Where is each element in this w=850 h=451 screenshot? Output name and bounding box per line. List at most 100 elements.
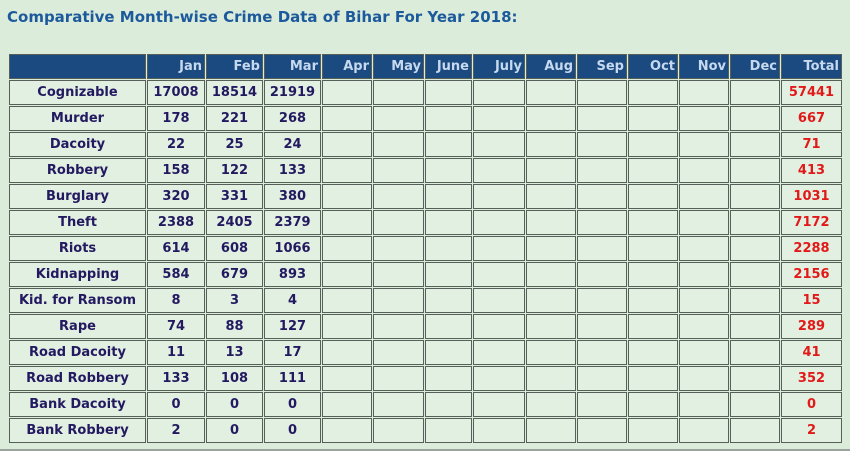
table-row: Murder 178 221 268 667	[9, 106, 842, 131]
table-row: Bank Dacoity 0 0 0 0	[9, 392, 842, 417]
data-cell	[425, 314, 472, 339]
data-cell: 608	[206, 236, 263, 261]
data-cell	[679, 392, 729, 417]
data-cell: 2388	[147, 210, 205, 235]
data-cell: 25	[206, 132, 263, 157]
data-cell: 22	[147, 132, 205, 157]
data-cell	[526, 418, 576, 443]
data-cell	[473, 210, 525, 235]
data-cell	[730, 184, 780, 209]
row-label: Kidnapping	[9, 262, 146, 287]
data-cell: 893	[264, 262, 321, 287]
data-cell	[577, 314, 627, 339]
data-cell	[425, 184, 472, 209]
data-cell: 88	[206, 314, 263, 339]
data-cell	[322, 366, 372, 391]
data-cell: 380	[264, 184, 321, 209]
data-cell: 679	[206, 262, 263, 287]
data-cell: 0	[206, 418, 263, 443]
data-cell	[679, 340, 729, 365]
column-header-apr: Apr	[322, 54, 372, 79]
data-cell	[628, 80, 678, 105]
data-cell	[577, 184, 627, 209]
header-row: Jan Feb Mar Apr May June July Aug Sep Oct Nov Dec To…	[9, 54, 842, 79]
data-cell: 8	[147, 288, 205, 313]
data-cell	[322, 418, 372, 443]
data-cell	[730, 236, 780, 261]
data-cell	[577, 418, 627, 443]
data-cell	[322, 236, 372, 261]
data-cell	[425, 106, 472, 131]
data-cell	[425, 392, 472, 417]
data-cell: 108	[206, 366, 263, 391]
row-total: 57441	[781, 80, 842, 105]
data-cell	[322, 392, 372, 417]
table-row: Theft 2388 2405 2379 7172	[9, 210, 842, 235]
data-cell	[679, 366, 729, 391]
data-cell: 1066	[264, 236, 321, 261]
data-cell: 111	[264, 366, 321, 391]
data-cell	[373, 236, 424, 261]
data-cell	[577, 340, 627, 365]
data-cell	[526, 106, 576, 131]
data-cell	[322, 106, 372, 131]
row-label: Burglary	[9, 184, 146, 209]
data-cell	[730, 262, 780, 287]
data-cell: 221	[206, 106, 263, 131]
data-cell	[628, 262, 678, 287]
data-cell	[526, 80, 576, 105]
row-label-header	[9, 54, 146, 79]
data-cell	[526, 236, 576, 261]
data-cell	[628, 106, 678, 131]
data-cell	[628, 340, 678, 365]
crime-data-table: Jan Feb Mar Apr May June July Aug Sep Oct Nov Dec To…	[8, 53, 843, 444]
data-cell	[628, 418, 678, 443]
data-cell	[679, 158, 729, 183]
bottom-edge-line	[0, 449, 850, 451]
table-row: Kid. for Ransom 8 3 4 15	[9, 288, 842, 313]
data-cell	[628, 184, 678, 209]
table-row: Bank Robbery 2 0 0 2	[9, 418, 842, 443]
data-cell	[373, 158, 424, 183]
data-cell: 21919	[264, 80, 321, 105]
data-cell: 74	[147, 314, 205, 339]
table-row: Burglary 320 331 380 1031	[9, 184, 842, 209]
data-cell	[679, 262, 729, 287]
data-cell: 17	[264, 340, 321, 365]
row-label: Bank Dacoity	[9, 392, 146, 417]
data-cell	[425, 288, 472, 313]
data-cell	[322, 80, 372, 105]
data-cell	[628, 210, 678, 235]
row-label: Cognizable	[9, 80, 146, 105]
data-cell	[679, 184, 729, 209]
data-cell	[679, 106, 729, 131]
row-total: 2288	[781, 236, 842, 261]
data-cell	[322, 314, 372, 339]
data-cell: 0	[147, 392, 205, 417]
data-cell	[425, 236, 472, 261]
column-header-feb: Feb	[206, 54, 263, 79]
data-cell	[730, 418, 780, 443]
data-cell	[628, 366, 678, 391]
table-row: Road Robbery 133 108 111 352	[9, 366, 842, 391]
page-title: Comparative Month-wise Crime Data of Bih…	[7, 8, 518, 26]
data-cell: 158	[147, 158, 205, 183]
data-cell: 17008	[147, 80, 205, 105]
data-cell	[425, 210, 472, 235]
row-total: 7172	[781, 210, 842, 235]
data-cell	[577, 132, 627, 157]
row-total: 2156	[781, 262, 842, 287]
data-cell: 331	[206, 184, 263, 209]
data-cell	[730, 158, 780, 183]
data-cell	[730, 80, 780, 105]
data-cell: 133	[264, 158, 321, 183]
data-cell	[526, 132, 576, 157]
data-cell: 2405	[206, 210, 263, 235]
data-cell	[730, 314, 780, 339]
data-cell	[473, 288, 525, 313]
data-cell	[679, 236, 729, 261]
data-cell	[577, 236, 627, 261]
column-header-july: July	[473, 54, 525, 79]
data-cell	[526, 262, 576, 287]
